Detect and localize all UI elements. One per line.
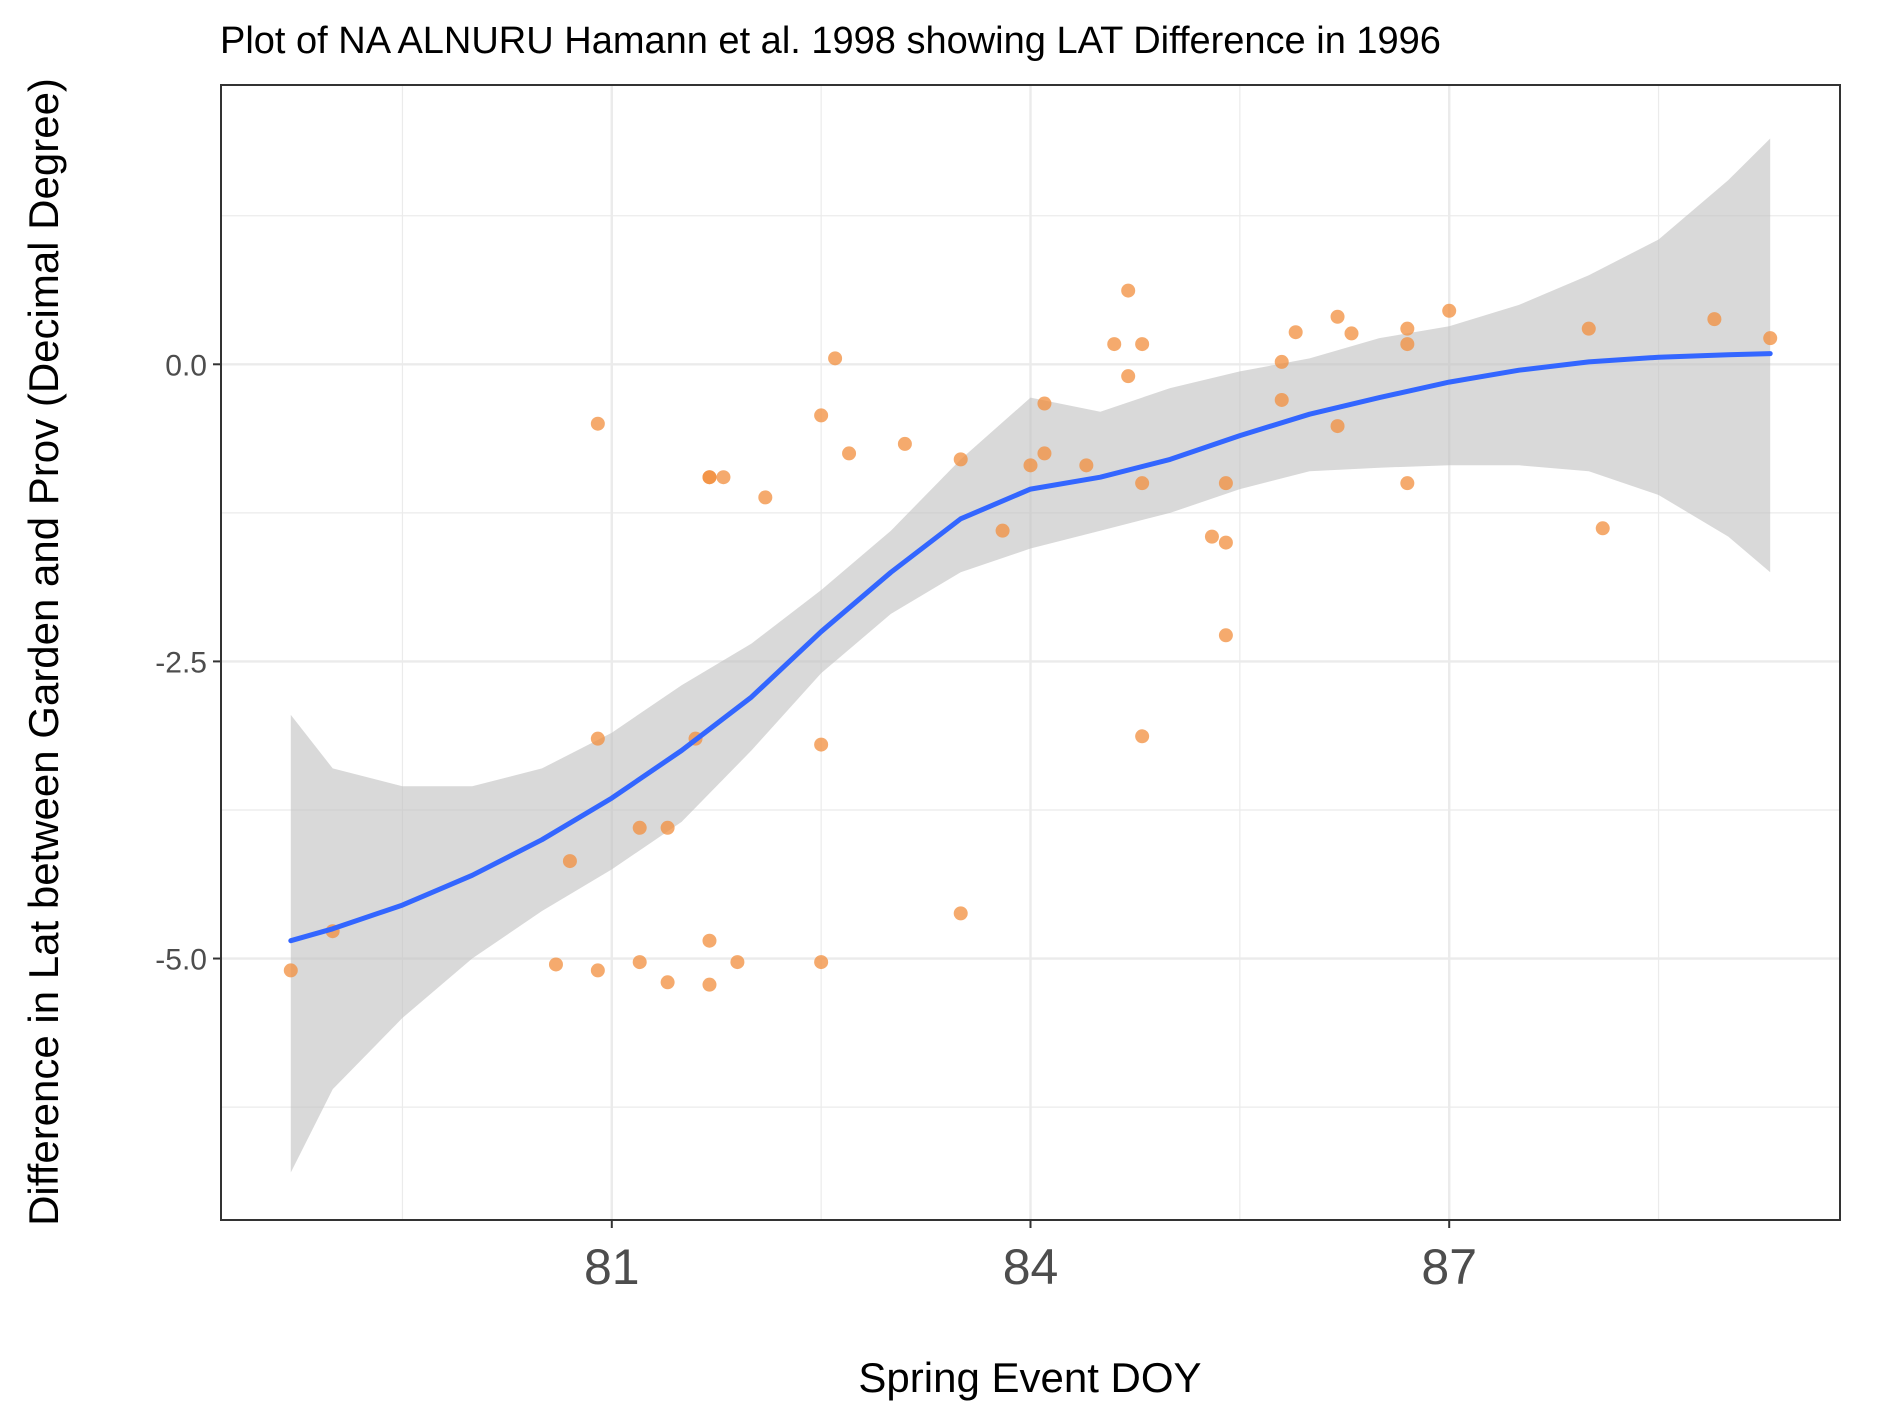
- y-tick-label: -5.0: [155, 944, 207, 977]
- data-point: [1400, 321, 1415, 336]
- data-point: [632, 955, 647, 970]
- data-point: [1595, 521, 1610, 536]
- data-point: [814, 737, 829, 752]
- data-point: [1288, 325, 1303, 340]
- data-point: [660, 975, 675, 990]
- data-point: [702, 933, 717, 948]
- data-point: [897, 436, 912, 451]
- data-point: [1037, 396, 1052, 411]
- data-point: [1135, 476, 1150, 491]
- data-point: [1079, 458, 1094, 473]
- data-point: [660, 820, 675, 835]
- data-point: [1218, 535, 1233, 550]
- y-tick-label: 0.0: [165, 349, 207, 382]
- data-point: [702, 470, 717, 485]
- data-point: [1763, 331, 1778, 346]
- data-point: [758, 490, 773, 505]
- confidence-band: [290, 138, 1771, 1173]
- data-point: [562, 854, 577, 869]
- data-point: [1274, 354, 1289, 369]
- y-axis-title: Difference in Lat between Garden and Pro…: [20, 78, 67, 1226]
- chart-title: Plot of NA ALNURU Hamann et al. 1998 sho…: [220, 20, 1441, 62]
- data-point: [1442, 303, 1457, 318]
- data-point: [1204, 529, 1219, 544]
- data-point: [730, 955, 745, 970]
- data-point: [1581, 321, 1596, 336]
- data-point: [1400, 476, 1415, 491]
- data-point: [995, 523, 1010, 538]
- data-point: [1274, 392, 1289, 407]
- x-axis-title: Spring Event DOY: [858, 1354, 1201, 1401]
- data-point: [1330, 309, 1345, 324]
- data-point: [1121, 283, 1136, 298]
- data-point: [842, 446, 857, 461]
- smooth-line-layer: [288, 351, 1773, 944]
- data-point: [1135, 337, 1150, 352]
- data-point: [1135, 729, 1150, 744]
- smooth-line: [288, 351, 1773, 944]
- data-point: [548, 957, 563, 972]
- data-point: [1121, 369, 1136, 384]
- data-point: [590, 731, 605, 746]
- x-tick-label: 87: [1421, 1239, 1477, 1295]
- data-point: [1218, 476, 1233, 491]
- data-point: [1218, 628, 1233, 643]
- data-point: [1330, 419, 1345, 434]
- data-point: [632, 820, 647, 835]
- data-point: [1037, 446, 1052, 461]
- data-point: [953, 452, 968, 467]
- axis-ticks: 81 84 87 0.0 -2.5 -5.0: [155, 349, 1477, 1295]
- data-point: [716, 470, 731, 485]
- data-point: [283, 963, 298, 978]
- data-point: [590, 963, 605, 978]
- confidence-band-layer: [290, 138, 1771, 1173]
- data-point: [1707, 312, 1722, 327]
- x-tick-label: 81: [584, 1239, 640, 1295]
- data-point: [953, 906, 968, 921]
- data-point: [1107, 337, 1122, 352]
- data-point: [814, 955, 829, 970]
- data-point: [702, 977, 717, 992]
- data-point: [590, 416, 605, 431]
- data-points-layer: [283, 283, 1778, 992]
- data-point: [1023, 458, 1038, 473]
- y-tick-label: -2.5: [155, 646, 207, 679]
- x-tick-label: 84: [1003, 1239, 1059, 1295]
- data-point: [814, 408, 829, 423]
- data-point: [828, 351, 843, 366]
- data-point: [1400, 337, 1415, 352]
- data-point: [1344, 326, 1359, 341]
